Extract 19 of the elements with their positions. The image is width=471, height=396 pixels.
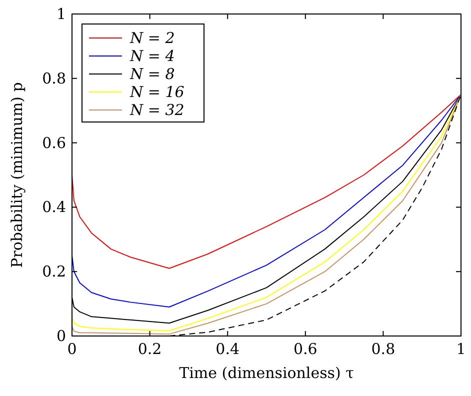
legend-label: N = 2 [129, 29, 175, 47]
legend-label: N = 16 [129, 83, 185, 101]
x-tick-label: 0.4 [216, 340, 240, 358]
y-tick-label: 0.4 [42, 198, 66, 216]
legend-label: N = 4 [129, 47, 175, 65]
y-tick-label: 0 [56, 327, 66, 345]
x-axis-title: Time (dimensionless) τ [179, 364, 354, 382]
legend-label: N = 8 [129, 65, 175, 83]
y-axis-title: Probability (minimum) p [8, 82, 26, 268]
x-tick-label: 0.2 [138, 340, 162, 358]
y-tick-label: 0.8 [42, 69, 66, 88]
x-tick-label: 0.6 [293, 340, 318, 358]
x-tick-label: 0 [67, 340, 77, 358]
y-tick-label: 0.6 [42, 134, 66, 152]
y-tick-label: 0.2 [42, 262, 66, 281]
x-tick-label: 0.8 [371, 340, 396, 358]
y-tick-label: 1 [56, 5, 66, 23]
x-tick-label: 1 [456, 340, 466, 358]
legend-label: N = 32 [129, 101, 184, 119]
